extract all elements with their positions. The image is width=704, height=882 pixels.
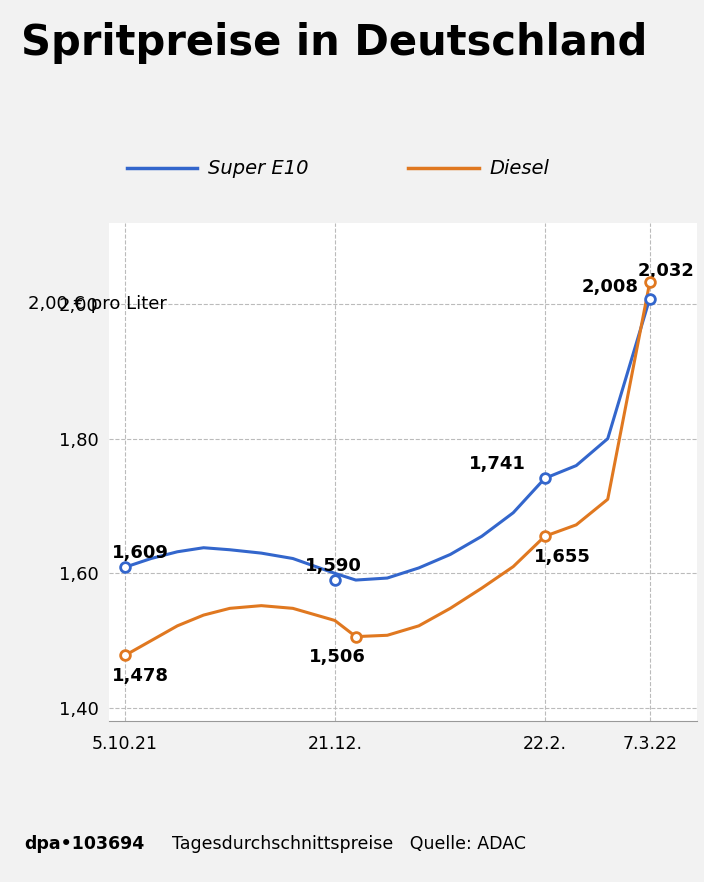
Text: 2,00 € pro Liter: 2,00 € pro Liter bbox=[28, 295, 167, 313]
Text: 1,609: 1,609 bbox=[112, 544, 169, 562]
Text: 1,741: 1,741 bbox=[469, 455, 526, 473]
Text: dpa•103694: dpa•103694 bbox=[25, 835, 145, 854]
Text: 1,478: 1,478 bbox=[112, 667, 169, 685]
Text: Spritpreise in Deutschland: Spritpreise in Deutschland bbox=[21, 22, 648, 64]
Text: 1,655: 1,655 bbox=[534, 548, 591, 566]
Text: 2,008: 2,008 bbox=[582, 278, 639, 295]
Text: Super E10: Super E10 bbox=[208, 159, 308, 178]
Text: Diesel: Diesel bbox=[489, 159, 549, 178]
Text: 2,032: 2,032 bbox=[637, 262, 694, 280]
Text: 1,506: 1,506 bbox=[308, 648, 365, 666]
Text: 1,590: 1,590 bbox=[306, 557, 363, 575]
Text: Tagesdurchschnittspreise   Quelle: ADAC: Tagesdurchschnittspreise Quelle: ADAC bbox=[172, 835, 527, 854]
